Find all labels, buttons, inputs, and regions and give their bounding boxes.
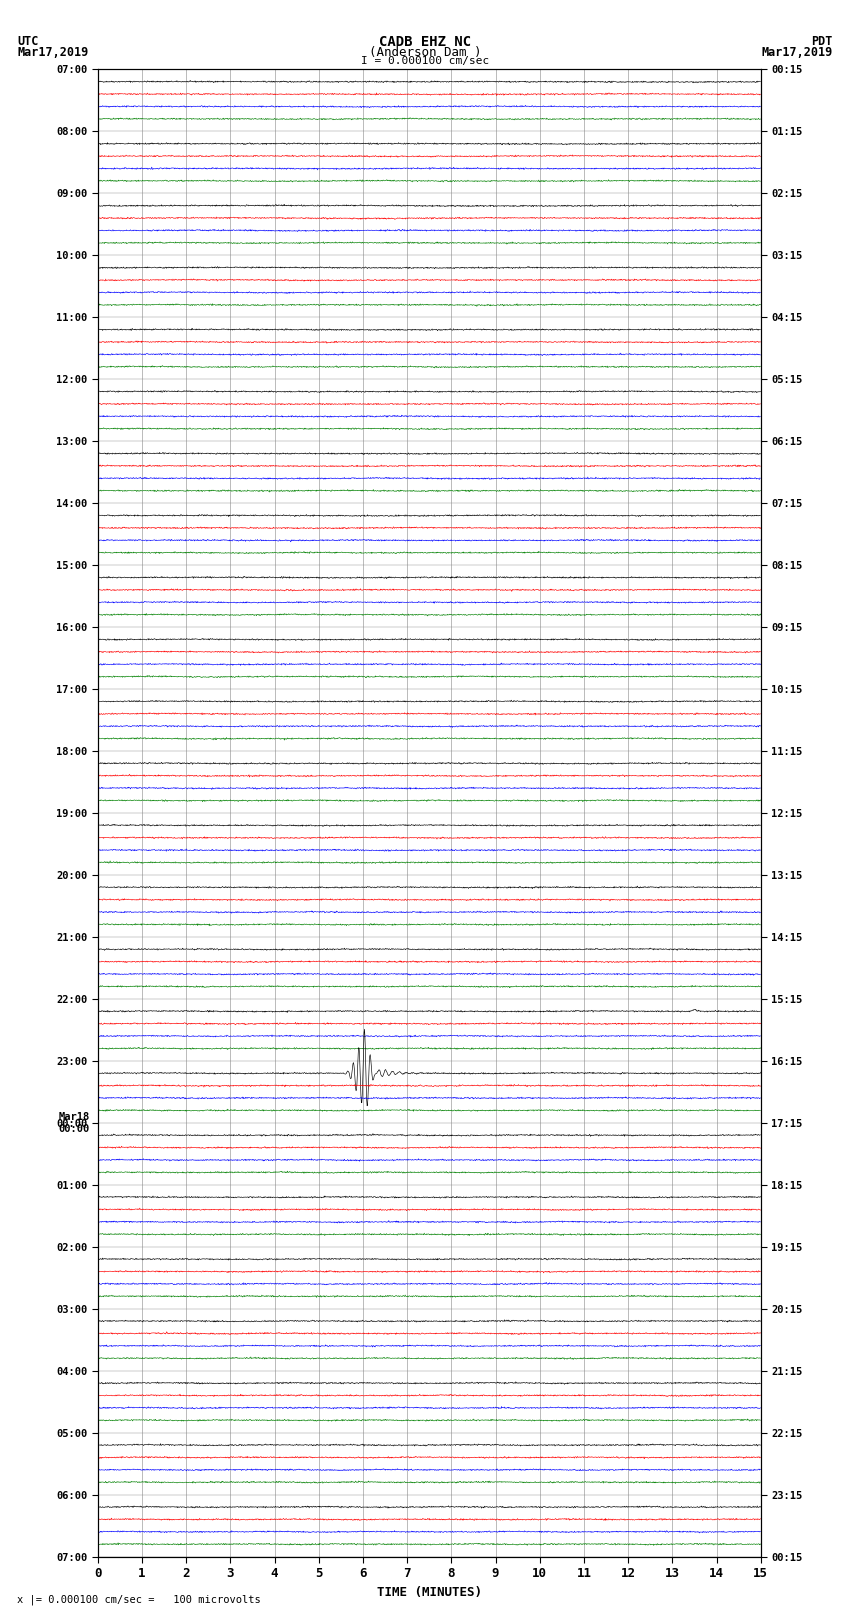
Text: Mar18
00:00: Mar18 00:00 — [58, 1111, 89, 1134]
X-axis label: TIME (MINUTES): TIME (MINUTES) — [377, 1586, 482, 1598]
Text: x |= 0.000100 cm/sec =   100 microvolts: x |= 0.000100 cm/sec = 100 microvolts — [17, 1594, 261, 1605]
Text: CADB EHZ NC: CADB EHZ NC — [379, 35, 471, 48]
Text: Mar17,2019: Mar17,2019 — [762, 45, 833, 60]
Text: (Anderson Dam ): (Anderson Dam ) — [369, 45, 481, 60]
Text: I = 0.000100 cm/sec: I = 0.000100 cm/sec — [361, 56, 489, 66]
Text: PDT: PDT — [812, 35, 833, 48]
Text: Mar17,2019: Mar17,2019 — [17, 45, 88, 60]
Text: UTC: UTC — [17, 35, 38, 48]
